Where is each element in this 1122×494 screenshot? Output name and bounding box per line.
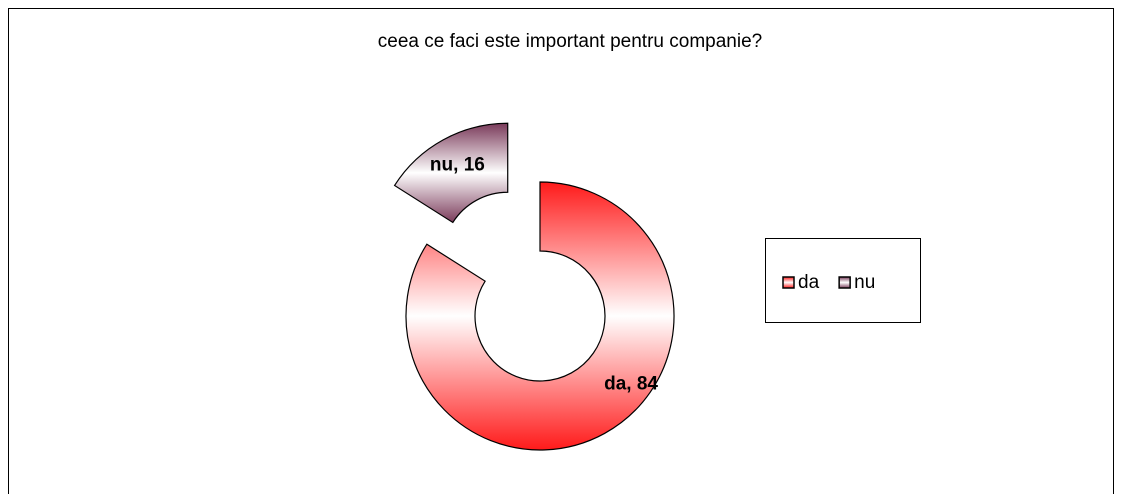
legend-label: da	[798, 272, 820, 293]
chart-title: ceea ce faci este important pentru compa…	[378, 31, 762, 52]
legend-label: nu	[854, 272, 875, 293]
legend-swatch	[782, 276, 795, 289]
data-label: da, 84	[604, 374, 658, 395]
data-label: nu, 16	[430, 155, 485, 176]
legend-swatch	[838, 276, 851, 289]
doughnut-slice	[405, 181, 675, 451]
doughnut-slice	[393, 122, 509, 224]
